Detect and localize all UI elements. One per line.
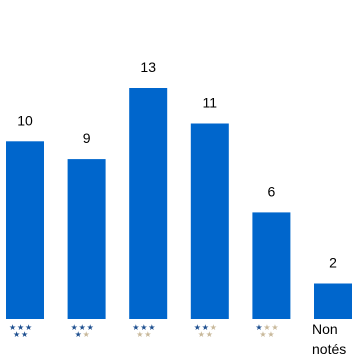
star-rating-5-icon: ★ ★ ★★ ★ bbox=[9, 323, 32, 339]
star-icon: ★ bbox=[194, 323, 201, 332]
value-labels-group: 10 9 13 11 6 2 bbox=[17, 59, 337, 271]
star-icon: ★ bbox=[210, 323, 217, 332]
star-icon: ★ bbox=[140, 323, 147, 332]
star-icon: ★ bbox=[83, 330, 90, 339]
star-icon: ★ bbox=[75, 330, 82, 339]
value-label-5: 2 bbox=[329, 255, 337, 271]
star-icon: ★ bbox=[132, 323, 139, 332]
star-icon: ★ bbox=[148, 323, 155, 332]
star-icon: ★ bbox=[255, 323, 262, 332]
star-icon: ★ bbox=[144, 330, 151, 339]
star-icon: ★ bbox=[79, 323, 86, 332]
bar-3 bbox=[190, 123, 229, 319]
star-icon: ★ bbox=[206, 330, 213, 339]
bar-5 bbox=[314, 283, 352, 319]
bars-group bbox=[6, 88, 352, 319]
star-icon: ★ bbox=[271, 323, 278, 332]
value-label-4: 6 bbox=[268, 183, 276, 199]
star-icon: ★ bbox=[136, 330, 143, 339]
star-icon: ★ bbox=[198, 330, 205, 339]
category-label-5-line-0: Non bbox=[312, 321, 338, 337]
star-icon: ★ bbox=[25, 323, 32, 332]
star-rating-4-icon: ★ ★ ★★ ★ bbox=[71, 323, 94, 339]
star-icon: ★ bbox=[87, 323, 94, 332]
value-label-1: 9 bbox=[83, 130, 91, 146]
category-label-5-line-1: notés bbox=[312, 341, 346, 356]
star-icon: ★ bbox=[259, 330, 266, 339]
star-icon: ★ bbox=[17, 323, 24, 332]
star-icon: ★ bbox=[21, 330, 28, 339]
star-icon: ★ bbox=[13, 330, 20, 339]
value-label-0: 10 bbox=[17, 112, 33, 128]
star-rating-3-icon: ★ ★ ★★ ★ bbox=[132, 323, 155, 339]
star-rating-2-icon: ★ ★ ★★ ★ bbox=[194, 323, 217, 339]
star-icon: ★ bbox=[71, 323, 78, 332]
bar-1 bbox=[67, 159, 106, 319]
star-icon: ★ bbox=[202, 323, 209, 332]
bar-4 bbox=[252, 212, 291, 319]
bar-2 bbox=[129, 88, 168, 319]
star-icon: ★ bbox=[267, 330, 274, 339]
value-label-3: 11 bbox=[203, 95, 218, 111]
star-rating-1-icon: ★ ★ ★★ ★ bbox=[255, 323, 278, 339]
star-icon: ★ bbox=[9, 323, 16, 332]
bar-0 bbox=[6, 141, 44, 319]
star-icon: ★ bbox=[263, 323, 270, 332]
value-label-2: 13 bbox=[140, 59, 156, 75]
